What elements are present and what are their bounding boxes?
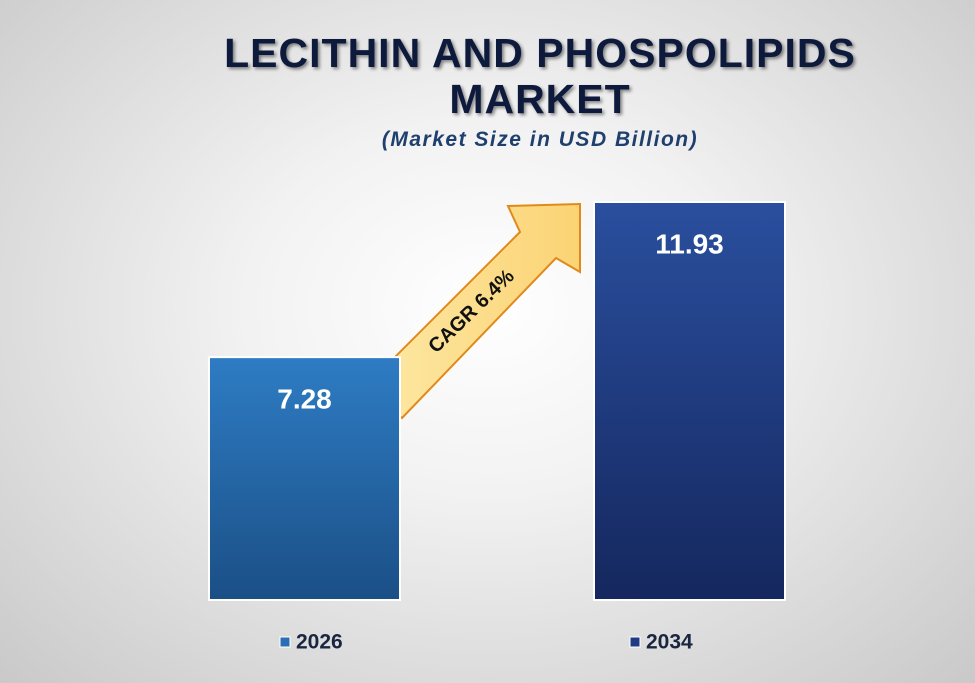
legend-swatch bbox=[629, 636, 641, 648]
cagr-arrow bbox=[362, 202, 581, 420]
legend-swatch bbox=[279, 636, 291, 648]
chart-subtitle: (Market Size in USD Billion) bbox=[381, 128, 699, 151]
bar bbox=[208, 356, 401, 601]
legend-label: 2026 bbox=[296, 631, 343, 654]
value-label: 11.93 bbox=[655, 228, 724, 259]
legend-label: 2034 bbox=[646, 631, 693, 654]
bar bbox=[593, 201, 786, 601]
value-label: 7.28 bbox=[277, 384, 332, 415]
chart-title: LECITHIN AND PHOSPOLIPIDS MARKET bbox=[224, 30, 856, 122]
